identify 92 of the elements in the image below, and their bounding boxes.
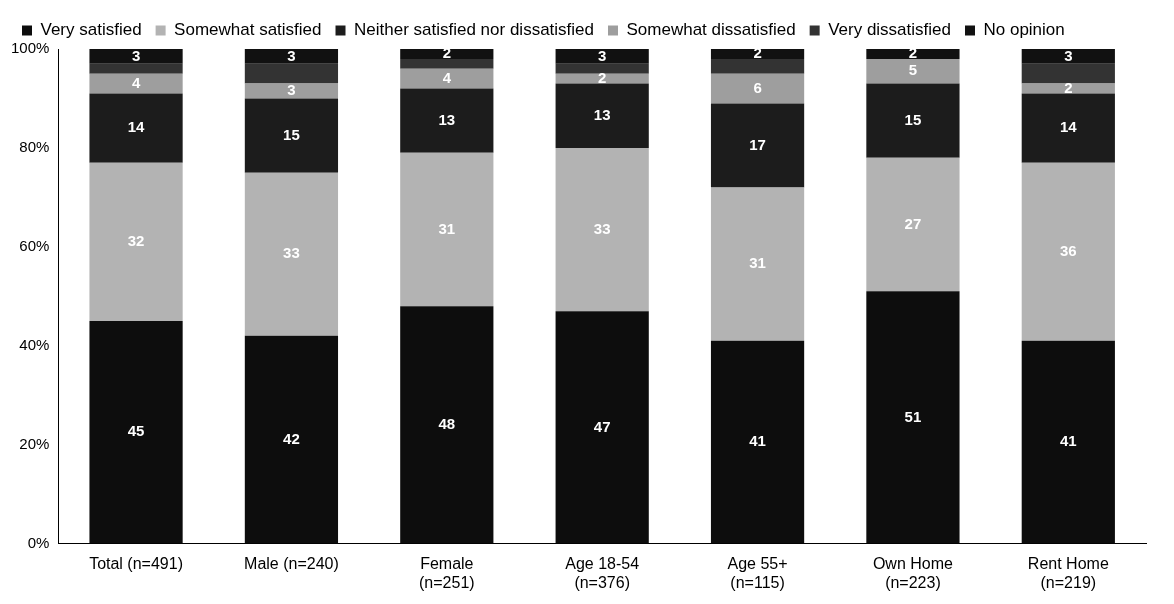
bar [710,49,805,59]
bar [710,340,805,544]
data-label: 51 [904,407,922,425]
bar [400,88,494,153]
bar [89,162,183,322]
data-label: 41 [1059,432,1077,450]
bar [400,306,494,544]
data-label: 36 [1059,241,1077,259]
bar [555,147,649,312]
data-label: 13 [593,105,611,123]
data-label: 6 [753,78,762,96]
data-label: 3 [131,46,141,64]
bar [400,152,494,307]
legend-label: Very satisfied [40,20,142,40]
data-label: 33 [593,219,611,237]
bar [1021,162,1115,341]
data-label: 41 [749,432,766,450]
x-tick-label: Age 18-54 (n=376) [565,554,640,591]
x-tick-label: Total (n=491) [89,554,183,572]
bar [555,311,649,544]
data-label: 32 [127,232,145,250]
y-tick-label: 100% [10,39,50,57]
bar [244,172,339,336]
data-label: 13 [438,110,456,128]
bar [866,291,960,544]
bar [866,58,960,84]
y-tick-label: 40% [19,335,50,353]
data-label: 4 [442,68,452,86]
bar [555,83,649,148]
bar [1021,83,1115,94]
bar [244,63,339,84]
data-label: 17 [749,135,766,153]
data-label: 14 [1059,118,1078,136]
bar [710,58,805,74]
data-label: 2 [598,68,607,86]
data-label: 3 [598,46,607,64]
bar [555,73,649,84]
data-label: 3 [287,81,296,99]
bar [400,68,494,89]
bar [1021,49,1115,64]
x-tick-label: Male (n=240) [244,554,339,572]
data-label: 45 [127,422,145,440]
data-label: 31 [749,254,766,272]
bar [244,83,339,99]
data-label: 42 [283,429,300,447]
bar [866,49,960,59]
bar [244,49,339,64]
legend-label: Somewhat satisfied [174,20,322,40]
bar [866,157,960,292]
bar [555,63,649,74]
bar [89,63,183,74]
data-label: 2 [1064,78,1073,96]
bar [1021,63,1115,84]
bar [1021,340,1115,544]
bar [244,335,339,544]
y-tick-label: 80% [19,138,50,156]
data-label: 27 [904,214,922,232]
bar [89,321,183,544]
data-label: 48 [438,415,456,433]
bar [89,49,183,64]
data-label: 31 [438,219,456,237]
y-tick-label: 0% [27,533,50,551]
data-label: 3 [287,46,296,64]
bar [244,98,339,173]
data-label: 15 [283,125,300,143]
data-label: 15 [904,110,922,128]
data-label: 33 [283,244,300,262]
legend-label: Somewhat dissatisfied [626,20,796,40]
data-label: 4 [131,73,141,91]
bar [1021,93,1115,163]
bar [400,49,494,59]
bar [89,93,183,163]
bar [710,73,805,104]
x-tick-label: Age 55+ (n=115) [727,554,788,591]
legend-label: Neither satisfied nor dissatisfied [354,20,595,40]
bar [555,49,649,64]
bar [710,103,805,188]
y-tick-label: 20% [19,434,50,452]
y-tick-label: 60% [19,236,50,254]
data-label: 47 [593,417,611,435]
data-label: 14 [127,118,146,136]
legend-label: No opinion [983,20,1065,40]
x-tick-label: Rent Home (n=219) [1027,554,1109,591]
x-tick-label: Female (n=251) [419,554,475,591]
data-label: 3 [1064,46,1073,64]
bar [89,73,183,94]
bar [710,187,805,341]
x-tick-label: Own Home (n=223) [872,554,954,591]
legend-label: Very dissatisfied [828,20,951,40]
bar [400,58,494,69]
bar [866,83,960,158]
data-label: 5 [908,61,918,79]
